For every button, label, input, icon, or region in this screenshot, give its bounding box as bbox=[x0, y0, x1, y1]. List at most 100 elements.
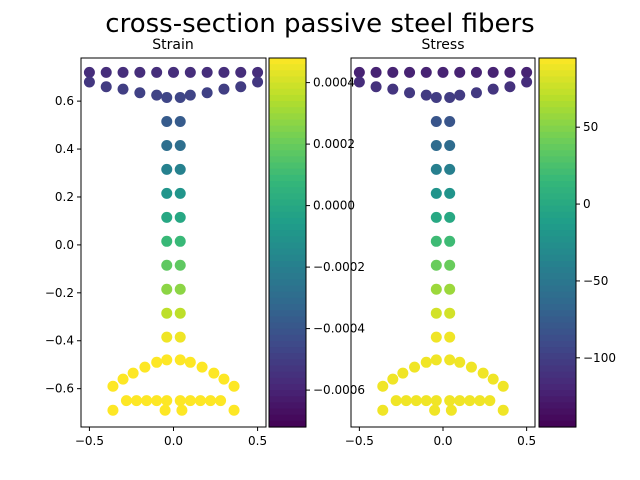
colorbar-segment bbox=[269, 365, 306, 373]
fiber-point bbox=[444, 235, 456, 247]
colorbar-segment bbox=[269, 297, 306, 305]
fiber-point bbox=[420, 89, 432, 101]
x-tick-label: 0.0 bbox=[433, 434, 452, 448]
colorbar-segment bbox=[539, 174, 576, 182]
fiber-point bbox=[504, 81, 516, 93]
colorbar-segment bbox=[539, 310, 576, 317]
y-tick-label: −0.4 bbox=[45, 334, 74, 348]
axes-frame bbox=[350, 57, 536, 428]
fiber-point bbox=[444, 139, 456, 151]
fiber-point bbox=[430, 211, 442, 223]
fiber-point bbox=[83, 66, 95, 78]
fiber-point bbox=[174, 395, 186, 407]
colorbar-segment bbox=[539, 242, 576, 250]
fiber-point bbox=[497, 380, 509, 392]
colorbar-segment bbox=[539, 402, 576, 410]
colorbar-segment bbox=[539, 328, 576, 336]
fiber-point bbox=[161, 163, 173, 175]
colorbar-segment bbox=[269, 236, 306, 244]
colorbar-segment bbox=[539, 82, 576, 90]
colorbar-segment bbox=[539, 76, 576, 84]
fiber-point bbox=[174, 331, 186, 343]
colorbar-segment bbox=[539, 377, 576, 385]
fiber-point bbox=[444, 163, 456, 175]
fiber-point bbox=[184, 395, 196, 407]
fiber-point bbox=[444, 331, 456, 343]
colorbar-segment bbox=[539, 64, 576, 71]
fiber-point bbox=[174, 187, 186, 199]
colorbar-segment bbox=[539, 181, 576, 188]
colorbar-tick-label: −0.0006 bbox=[313, 383, 365, 397]
colorbar-segment bbox=[269, 383, 306, 391]
colorbar-segment bbox=[269, 211, 306, 219]
fiber-point bbox=[117, 83, 129, 95]
fiber-point bbox=[444, 187, 456, 199]
colorbar-segment bbox=[539, 101, 576, 108]
fiber-point bbox=[497, 404, 509, 416]
panel-strain: Strain −0.5 0.0 0.5 0.6 0.4 0.2 0.0 −0.2 −0.4 −0.6… bbox=[45, 37, 365, 448]
colorbar-segment bbox=[539, 168, 576, 176]
fiber-point bbox=[117, 66, 129, 78]
colorbar-segment bbox=[539, 334, 576, 342]
fiber-point bbox=[161, 307, 173, 319]
colorbar-segment bbox=[269, 144, 306, 151]
fiber-point bbox=[161, 235, 173, 247]
fiber-point bbox=[201, 87, 213, 99]
fiber-point bbox=[120, 395, 132, 407]
fiber-point bbox=[218, 66, 230, 78]
colorbar-segment bbox=[539, 119, 576, 127]
fiber-point bbox=[215, 395, 227, 407]
colorbar-segment bbox=[269, 156, 306, 164]
colorbar-segment bbox=[269, 390, 306, 397]
colorbar-segment bbox=[269, 267, 306, 274]
colorbar-segment bbox=[269, 131, 306, 139]
fiber-point bbox=[139, 361, 151, 373]
fiber-point bbox=[487, 373, 499, 385]
colorbar-segment bbox=[269, 316, 306, 324]
colorbar-segment bbox=[269, 199, 306, 207]
fiber-point bbox=[410, 395, 422, 407]
colorbar-segment bbox=[269, 359, 306, 367]
colorbar-segment bbox=[539, 340, 576, 348]
colorbar-segment bbox=[269, 334, 306, 342]
fiber-point bbox=[387, 373, 399, 385]
colorbar-segment bbox=[269, 181, 306, 188]
colorbar-segment bbox=[539, 414, 576, 422]
colorbar-tick-label: 0 bbox=[583, 197, 591, 211]
fiber-point bbox=[174, 92, 186, 104]
colorbar-segment bbox=[539, 211, 576, 219]
fiber-point bbox=[174, 211, 186, 223]
fiber-point bbox=[454, 356, 466, 368]
fiber-point bbox=[444, 283, 456, 295]
y-tick-label: −0.2 bbox=[45, 286, 74, 300]
fiber-point bbox=[107, 404, 119, 416]
figure-title: cross-section passive steel fibers bbox=[105, 9, 534, 39]
fiber-point bbox=[353, 76, 365, 88]
fiber-point bbox=[117, 373, 129, 385]
colorbar-segment bbox=[539, 316, 576, 324]
colorbar-tick-label: −100 bbox=[583, 351, 616, 365]
colorbar-segment bbox=[539, 236, 576, 244]
fiber-point bbox=[444, 92, 456, 104]
fiber-point bbox=[464, 395, 476, 407]
fiber-point bbox=[430, 235, 442, 247]
fiber-point bbox=[430, 92, 442, 104]
x-tick-label: 0.0 bbox=[164, 434, 183, 448]
fiber-point bbox=[184, 66, 196, 78]
colorbar-segment bbox=[269, 353, 306, 360]
fiber-point bbox=[168, 66, 179, 78]
fiber-point bbox=[444, 307, 456, 319]
fiber-point bbox=[465, 361, 477, 373]
colorbar-segment bbox=[539, 322, 576, 330]
colorbar-segment bbox=[539, 353, 576, 360]
colorbar-segment bbox=[269, 248, 306, 256]
colorbar-segment bbox=[269, 230, 306, 237]
colorbar-segment bbox=[269, 113, 306, 121]
colorbar-frame bbox=[538, 57, 577, 428]
fiber-point bbox=[161, 283, 173, 295]
fiber-point bbox=[161, 354, 173, 366]
colorbar-segment bbox=[269, 137, 306, 145]
fiber-point bbox=[430, 187, 442, 199]
fiber-point bbox=[174, 235, 186, 247]
colorbar-segment bbox=[269, 420, 306, 428]
